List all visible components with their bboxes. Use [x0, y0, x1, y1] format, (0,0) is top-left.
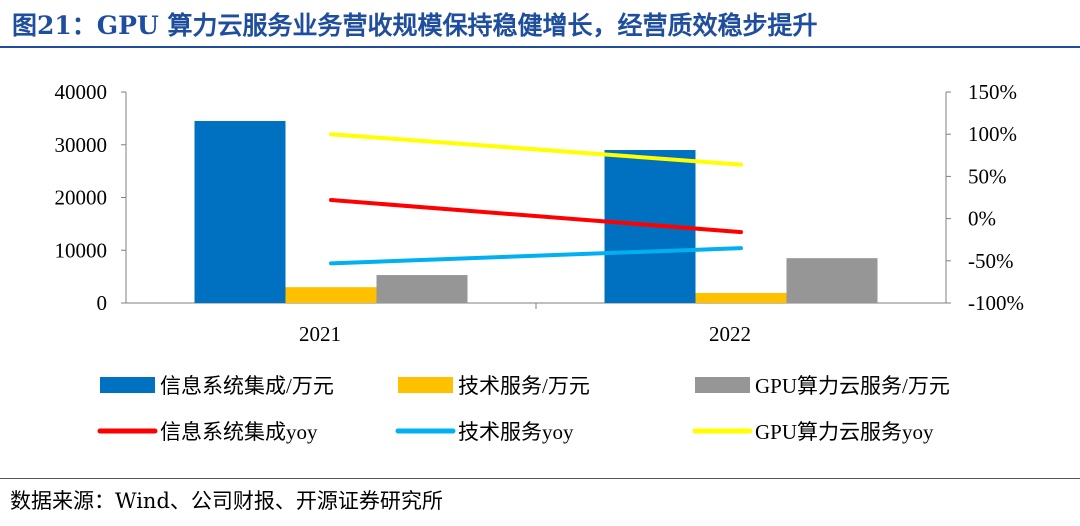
legend-label: GPU算力云服务/万元 — [755, 374, 950, 398]
bar — [285, 287, 377, 303]
left-tick-label: 20000 — [55, 186, 108, 210]
series-line — [329, 246, 743, 266]
bar — [786, 258, 878, 303]
line-layer — [329, 132, 743, 266]
left-tick-label: 40000 — [55, 80, 108, 104]
legend-swatch — [100, 377, 155, 393]
right-tick-label: -50% — [968, 249, 1014, 273]
right-tick-label: 0% — [968, 207, 996, 231]
bar — [194, 121, 286, 303]
legend-label: 技术服务/万元 — [458, 374, 590, 398]
title-divider — [0, 46, 1080, 48]
chart: 40000 30000 20000 10000 0 150% 100% 50% 0% -50% -1… — [55, 80, 1025, 444]
category-label: 2021 — [299, 322, 341, 346]
left-tick-label: 30000 — [55, 133, 108, 157]
series-line — [329, 132, 743, 167]
left-tick-label: 10000 — [55, 238, 108, 262]
legend-label: 技术服务yoy — [458, 420, 574, 444]
legend-label: 信息系统集成/万元 — [160, 374, 334, 398]
source-divider — [0, 478, 1080, 479]
legend-label: GPU算力云服务yoy — [755, 420, 934, 444]
bar — [695, 292, 787, 303]
right-tick-label: 150% — [968, 80, 1017, 104]
left-tick-label: 0 — [97, 291, 108, 315]
right-tick-label: -100% — [968, 291, 1024, 315]
legend-swatch — [398, 377, 453, 393]
bar — [376, 275, 468, 303]
chart-axes: 40000 30000 20000 10000 0 150% 100% 50% 0% -50% -1… — [55, 80, 1025, 346]
source-note: 数据来源：Wind、公司财报、开源证券研究所 — [10, 489, 443, 513]
legend-swatch — [695, 377, 750, 393]
category-label: 2022 — [709, 322, 751, 346]
legend-label: 信息系统集成yoy — [160, 420, 318, 444]
right-tick-label: 50% — [968, 164, 1007, 188]
figure-title: 图21：GPU 算力云服务业务营收规模保持稳健增长，经营质效稳步提升 — [12, 11, 818, 40]
series-line — [329, 198, 743, 235]
right-tick-label: 100% — [968, 122, 1017, 146]
